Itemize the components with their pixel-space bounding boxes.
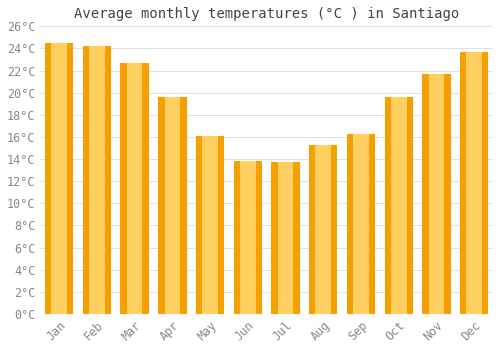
Bar — [45, 43, 74, 314]
Bar — [316, 145, 331, 314]
Bar — [164, 97, 180, 314]
Bar — [52, 43, 67, 314]
Bar — [234, 161, 262, 314]
Bar — [391, 97, 406, 314]
Bar — [278, 162, 293, 314]
Bar — [196, 136, 224, 314]
Title: Average monthly temperatures (°C ) in Santiago: Average monthly temperatures (°C ) in Sa… — [74, 7, 460, 21]
Bar — [428, 74, 444, 314]
Bar — [422, 74, 450, 314]
Bar — [158, 97, 186, 314]
Bar — [353, 134, 369, 314]
Bar — [309, 145, 338, 314]
Bar — [466, 52, 482, 314]
Bar — [384, 97, 413, 314]
Bar — [347, 134, 375, 314]
Bar — [202, 136, 218, 314]
Bar — [460, 52, 488, 314]
Bar — [127, 63, 142, 314]
Bar — [240, 161, 256, 314]
Bar — [272, 162, 299, 314]
Bar — [120, 63, 149, 314]
Bar — [83, 46, 111, 314]
Bar — [89, 46, 104, 314]
